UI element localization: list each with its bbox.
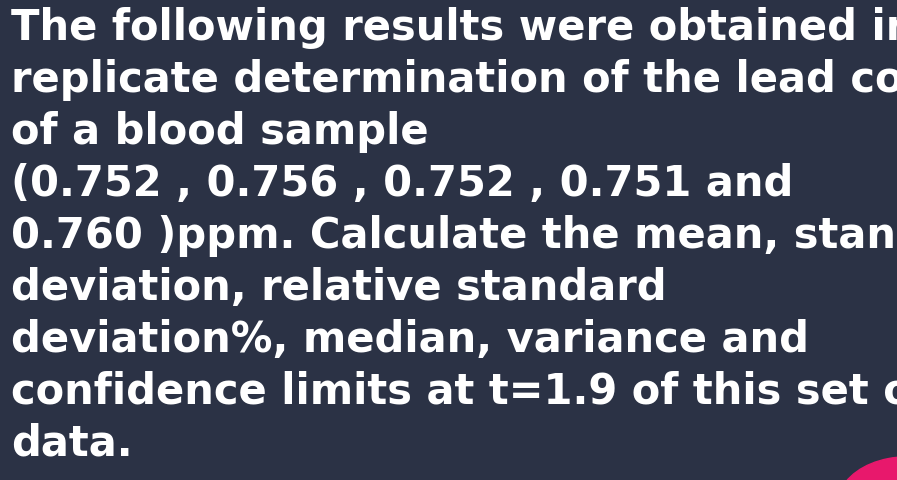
Ellipse shape xyxy=(835,456,897,480)
Text: The following results were obtained in the
replicate determination of the lead c: The following results were obtained in t… xyxy=(11,7,897,464)
